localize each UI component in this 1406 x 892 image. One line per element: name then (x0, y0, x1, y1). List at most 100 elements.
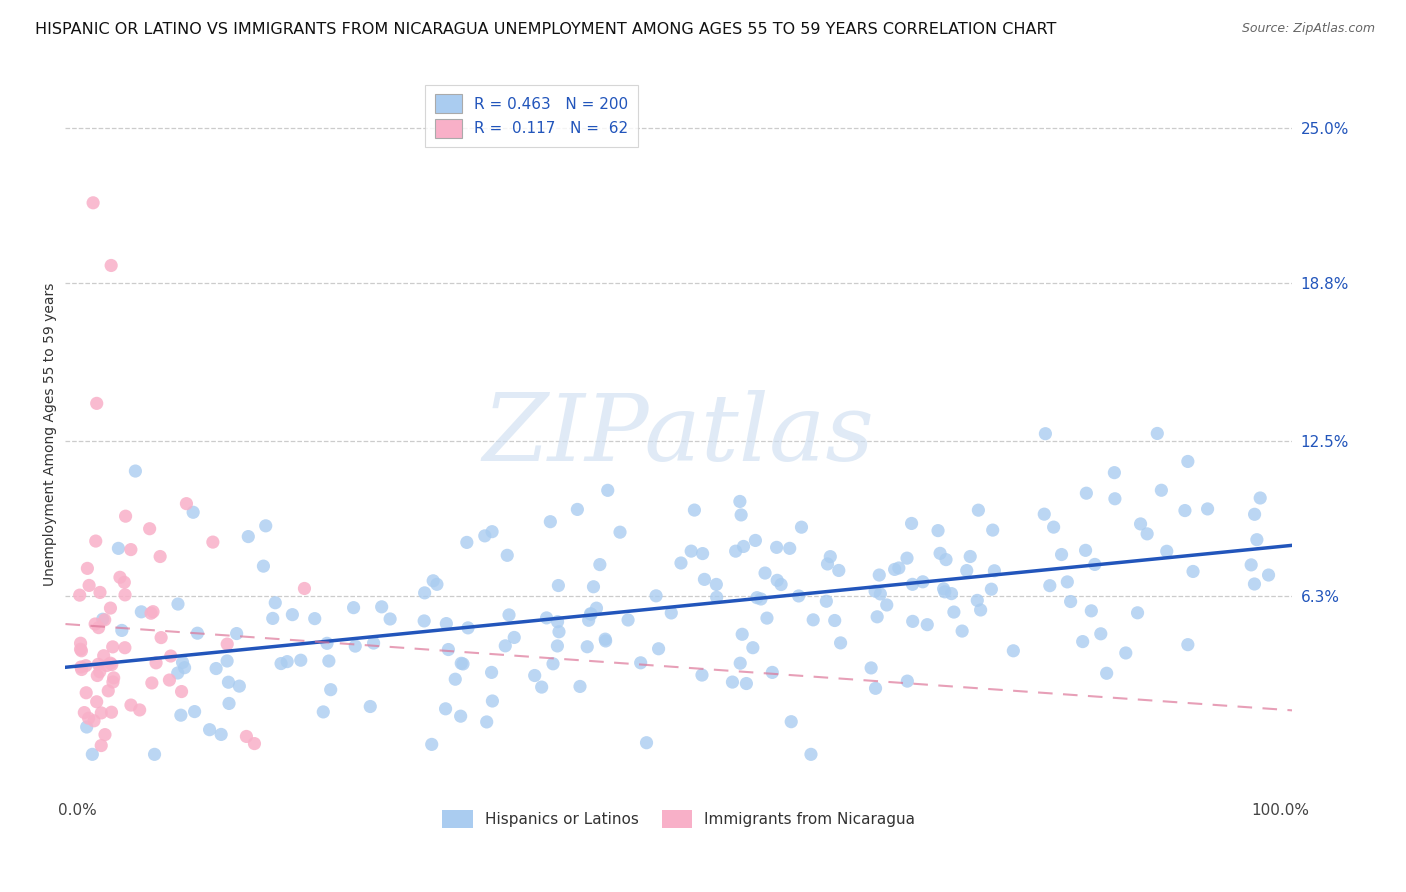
Point (252, 559, 274, 574)
Point (290, 653, 312, 667)
Point (911, 574, 934, 589)
Point (1156, 544, 1178, 558)
Point (76, 561, 98, 575)
Point (120, 542, 142, 557)
Point (316, 636, 339, 650)
Point (457, 621, 479, 635)
Point (139, 606, 162, 620)
Point (630, 656, 652, 670)
Point (915, 617, 938, 632)
Point (77, 578, 100, 592)
Point (114, 640, 136, 655)
Point (77, 711, 100, 725)
Point (820, 549, 842, 564)
Point (70, 660, 93, 674)
Point (1002, 644, 1025, 658)
Point (86, 668, 108, 682)
Point (450, 657, 472, 671)
Point (342, 600, 364, 615)
Point (690, 668, 713, 682)
Point (901, 577, 924, 591)
Point (1033, 507, 1056, 521)
Point (585, 601, 607, 615)
Point (536, 611, 558, 625)
Point (548, 624, 571, 639)
Point (790, 520, 813, 534)
Point (86, 396, 108, 410)
Point (932, 582, 955, 596)
Point (755, 611, 778, 625)
Point (721, 675, 744, 690)
Point (901, 615, 924, 629)
Point (378, 612, 401, 626)
Point (413, 614, 436, 628)
Point (1084, 558, 1107, 572)
Point (181, 505, 204, 519)
Point (93, 613, 115, 627)
Point (868, 568, 890, 582)
Text: ZIPatlas: ZIPatlas (482, 390, 875, 480)
Point (956, 564, 979, 578)
Point (817, 557, 839, 571)
Point (1177, 454, 1199, 468)
Point (143, 747, 166, 762)
Point (86, 695, 108, 709)
Point (735, 676, 758, 690)
Point (865, 681, 887, 696)
Point (209, 727, 232, 741)
Point (103, 671, 125, 685)
Point (582, 580, 605, 594)
Point (114, 509, 136, 524)
Point (450, 709, 472, 723)
Point (863, 584, 886, 599)
Point (235, 730, 257, 744)
Point (101, 640, 124, 654)
Point (967, 503, 990, 517)
Point (201, 535, 224, 549)
Point (496, 549, 519, 563)
Point (318, 654, 340, 668)
Point (744, 533, 766, 548)
Point (1197, 502, 1219, 516)
Point (83, 714, 105, 728)
Point (359, 699, 381, 714)
Point (84, 617, 107, 632)
Point (538, 515, 561, 529)
Point (706, 591, 728, 605)
Point (541, 657, 564, 671)
Point (434, 616, 457, 631)
Point (128, 703, 150, 717)
Point (73, 706, 96, 720)
Point (1126, 606, 1149, 620)
Point (1129, 516, 1152, 531)
Point (1182, 565, 1205, 579)
Point (312, 705, 335, 719)
Point (149, 549, 172, 564)
Point (111, 624, 134, 638)
Point (724, 544, 747, 558)
Point (70, 644, 93, 658)
Point (1050, 548, 1073, 562)
Point (887, 561, 910, 575)
Point (69, 636, 91, 650)
Point (959, 549, 981, 564)
Point (254, 519, 277, 533)
Point (69, 588, 91, 602)
Point (225, 626, 247, 640)
Point (731, 627, 754, 641)
Point (983, 564, 1005, 578)
Point (779, 541, 801, 556)
Point (704, 577, 727, 591)
Point (546, 639, 568, 653)
Point (100, 656, 122, 670)
Point (800, 747, 823, 762)
Point (481, 694, 503, 708)
Point (93, 648, 115, 663)
Point (824, 614, 846, 628)
Point (100, 259, 122, 273)
Point (145, 656, 167, 670)
Point (900, 516, 922, 531)
Point (176, 497, 198, 511)
Point (120, 698, 142, 712)
Point (481, 665, 503, 680)
